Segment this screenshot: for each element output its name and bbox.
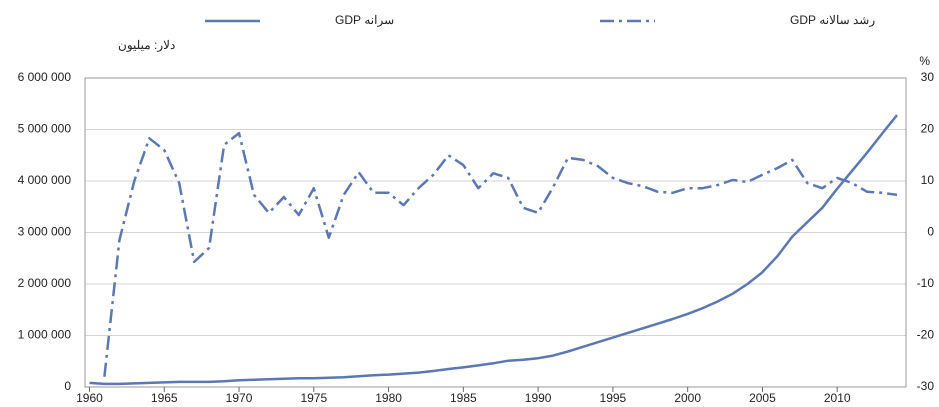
x-tick-label: 1960 [76, 391, 103, 405]
y2-tick-label: 10 [921, 173, 935, 187]
legend-label: رشد سالانه GDP [790, 13, 875, 27]
x-tick-label: 1985 [450, 391, 477, 405]
y2-tick-label: 0 [927, 225, 934, 239]
plot-frame [84, 77, 907, 388]
series-line [103, 131, 898, 377]
y2-tick-label: 30 [921, 70, 935, 84]
x-tick-label: 1965 [151, 391, 178, 405]
y-tick-label: 4 000 000 [18, 173, 72, 187]
y-tick-label: 2 000 000 [18, 276, 72, 290]
x-tick-label: 1980 [375, 391, 402, 405]
y-axis-label: دلار: میلیون [118, 38, 175, 52]
y-tick-label: 3 000 000 [18, 225, 72, 239]
y2-axis-label: % [919, 54, 930, 68]
y2-tick-label: -10 [917, 276, 935, 290]
y-tick-label: 0 [64, 379, 71, 393]
legend-label: سرانه GDP [335, 13, 394, 27]
y-tick-label: 1 000 000 [18, 328, 72, 342]
x-tick-label: 2000 [674, 391, 701, 405]
y2-tick-label: 20 [921, 122, 935, 136]
x-tick-label: 1970 [226, 391, 253, 405]
x-tick-label: 2010 [824, 391, 851, 405]
series-line [89, 114, 898, 386]
x-tick-label: 1990 [525, 391, 552, 405]
y2-tick-label: -30 [917, 379, 935, 393]
x-tick-label: 2005 [749, 391, 776, 405]
y2-tick-label: -20 [917, 328, 935, 342]
x-tick-label: 1975 [300, 391, 327, 405]
x-tick-label: 1995 [600, 391, 627, 405]
y-tick-label: 5 000 000 [18, 122, 72, 136]
y-tick-label: 6 000 000 [18, 70, 72, 84]
